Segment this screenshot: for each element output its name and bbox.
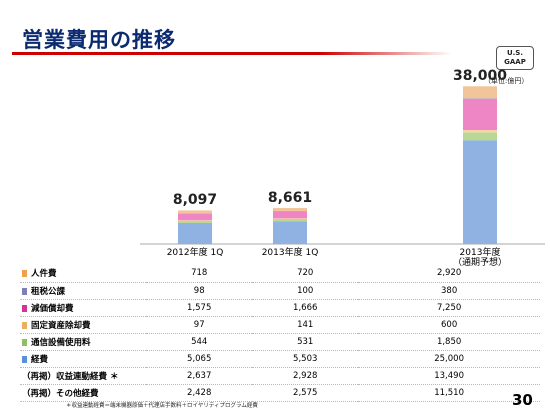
table-row: 固定資産除却費 97 141 600 [20, 316, 540, 334]
bar-segment [273, 221, 307, 244]
row-label: 経費 [31, 354, 49, 365]
value-cell: 100 [252, 282, 359, 300]
value-cell: 1,850 [358, 333, 540, 351]
value-cell: 2,428 [146, 384, 253, 402]
value-cell: 97 [146, 316, 253, 334]
bar-segment [273, 211, 307, 212]
value-cell: 600 [358, 316, 540, 334]
bar-segment [178, 213, 212, 214]
value-cell: 720 [252, 265, 359, 283]
row-label-cell: 固定資産除却費 [20, 316, 147, 334]
table-row: （再掲）その他経費 2,428 2,575 11,510 [20, 384, 540, 402]
value-cell: 544 [146, 333, 253, 351]
value-cell: 5,503 [252, 350, 359, 368]
legend-swatch [22, 321, 27, 329]
category-label-line: 2013年度 1Q [261, 248, 319, 258]
row-label-cell: 通信設備使用料 [20, 333, 147, 351]
value-cell: 1,666 [252, 299, 359, 317]
bar-segment [463, 130, 497, 133]
value-cell: 7,250 [358, 299, 540, 317]
table-row: 人件費 718 720 2,920 [20, 265, 540, 283]
row-label: 固定資産除却費 [31, 320, 91, 331]
legend-swatch [22, 287, 27, 295]
category-label: 2013年度 （通期予想） [425, 248, 535, 268]
legend-swatch [22, 270, 27, 278]
value-cell: 2,920 [358, 265, 540, 283]
category-label-line: 2013年度 [459, 248, 501, 258]
category-label: 2012年度 1Q [140, 248, 250, 258]
row-label-cell: （再掲）収益連動経費 ＊ [20, 367, 147, 385]
bar-segment [463, 98, 497, 100]
bar-segment [273, 218, 307, 222]
table-row: 経費 5,065 5,503 25,000 [20, 350, 540, 368]
value-cell: 718 [146, 265, 253, 283]
badge-line-1: U.S. [506, 49, 524, 57]
row-label: 租税公課 [31, 286, 66, 297]
legend-swatch [22, 304, 27, 312]
bar-total-label: 8,661 [267, 190, 313, 207]
value-cell: 11,510 [358, 384, 540, 402]
row-label: 通信設備使用料 [31, 337, 91, 348]
bar-segment [463, 132, 497, 141]
value-cell: 380 [358, 282, 540, 300]
value-cell: 531 [252, 333, 359, 351]
value-cell: 2,575 [252, 384, 359, 402]
row-label: （再掲）その他経費 [22, 388, 99, 399]
bar-segment [178, 213, 212, 221]
row-label-cell: 租税公課 [20, 282, 147, 300]
bar-segment [273, 208, 307, 212]
row-label: 減価償却費 [31, 303, 74, 314]
value-cell: 2,637 [146, 367, 253, 385]
row-label-cell: （再掲）その他経費 [20, 384, 147, 402]
bar-segment [463, 86, 497, 99]
bar-segment [273, 211, 307, 219]
value-cell: 25,000 [358, 350, 540, 368]
value-cell: 1,575 [146, 299, 253, 317]
value-cell: 2,928 [252, 367, 359, 385]
table-row: 租税公課 98 100 380 [20, 282, 540, 300]
table-row: 通信設備使用料 544 531 1,850 [20, 333, 540, 351]
page-title: 営業費用の推移 [22, 28, 176, 52]
bar-total-label: 8,097 [172, 192, 218, 209]
category-label-line: （通期予想） [452, 258, 507, 268]
legend-swatch [22, 355, 27, 363]
page-number: 30 [512, 391, 533, 409]
value-cell: 141 [252, 316, 359, 334]
badge-line-2: GAAP [504, 58, 526, 66]
legend-swatch [22, 338, 27, 346]
row-label: （再掲）収益連動経費 ＊ [22, 371, 119, 382]
bar-segment [178, 220, 212, 223]
bar-segment [463, 140, 497, 244]
bar-segment [178, 210, 212, 214]
bar-segment [273, 218, 307, 219]
title-underline [12, 52, 452, 55]
row-label-cell: 経費 [20, 350, 147, 368]
table-row: 減価償却費 1,575 1,666 7,250 [20, 299, 540, 317]
bar-total-label: 38,000 [452, 68, 508, 85]
row-label: 人件費 [31, 269, 57, 280]
expense-table: 人件費 718 720 2,920 租税公課 98 100 380 減価償却費 1,575 1,66… [20, 265, 540, 402]
bar-segment [178, 220, 212, 221]
category-label: 2013年度 1Q [235, 248, 345, 258]
value-cell: 13,490 [358, 367, 540, 385]
value-cell: 5,065 [146, 350, 253, 368]
row-label-cell: 人件費 [20, 265, 147, 283]
bar-segment [178, 222, 212, 244]
bar-segment [463, 99, 497, 131]
unit-note: （単位:億円） [484, 77, 529, 85]
row-label-cell: 減価償却費 [20, 299, 147, 317]
category-label-line: 2012年度 1Q [166, 248, 224, 258]
value-cell: 98 [146, 282, 253, 300]
us-gaap-badge: U.S. GAAP [496, 46, 534, 70]
table-row: （再掲）収益連動経費 ＊ 2,637 2,928 13,490 [20, 367, 540, 385]
footnote: ＊収益連動経費＝端末機器原価＋代理店手数料＋ロイヤリティプログラム経費 [66, 403, 258, 409]
